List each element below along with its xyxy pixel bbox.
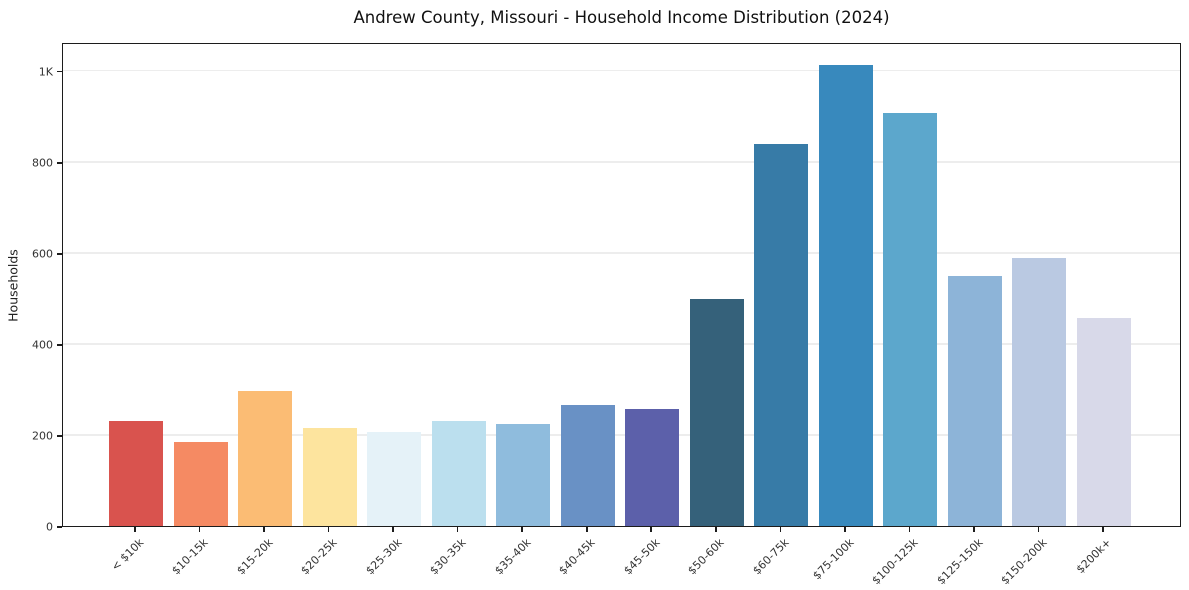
x-tick-label: < $10k	[108, 536, 147, 574]
y-tick-label: 1K	[38, 65, 53, 79]
bar-200k	[1077, 317, 1131, 526]
y-tick-label: 400	[32, 338, 53, 352]
x-tick-label: $100-125k	[869, 536, 921, 588]
y-tick-mark	[57, 526, 62, 528]
x-tick-label: $20-25k	[298, 536, 340, 578]
x-tick-label: $50-60k	[685, 536, 727, 578]
bar-25-30k	[367, 431, 422, 526]
x-tick-mark	[134, 527, 136, 532]
x-tick-mark	[1037, 527, 1040, 532]
gridline-y-200	[63, 434, 1180, 436]
x-tick-mark	[715, 527, 717, 532]
bar-20-25k	[302, 428, 357, 526]
x-tick-mark	[779, 527, 782, 532]
y-tick-label: 600	[32, 247, 53, 261]
x-tick-mark	[392, 527, 394, 532]
bar-125-150k	[947, 276, 1002, 526]
plot-area	[62, 43, 1181, 527]
x-tick-mark	[908, 527, 911, 532]
bar-50-60k	[689, 298, 744, 526]
bar-30-35k	[431, 420, 486, 526]
x-tick-label: $150-200k	[998, 536, 1050, 588]
x-tick-label: $45-50k	[621, 536, 663, 578]
x-tick-label: $10-15k	[169, 536, 211, 578]
x-tick-label: $60-75k	[750, 536, 792, 578]
gridline-y-800	[63, 161, 1180, 163]
x-tick-mark	[198, 527, 201, 532]
gridline-y-400	[63, 343, 1180, 345]
x-tick-label: $30-35k	[427, 536, 469, 578]
bar-60-75k	[754, 143, 809, 526]
y-tick-mark	[57, 161, 62, 164]
bar-45-50k	[625, 409, 680, 526]
x-tick-label: $25-30k	[363, 536, 405, 578]
bar-40-45k	[560, 405, 615, 526]
bar-100-125k	[883, 113, 938, 526]
x-tick-mark	[585, 527, 588, 532]
x-tick-mark	[973, 527, 975, 532]
y-tick-mark	[57, 435, 62, 437]
x-tick-label: $15-20k	[233, 536, 276, 578]
x-tick-label: $125-150k	[933, 536, 986, 588]
x-tick-label: $35-40k	[492, 536, 534, 578]
bar-150-200k	[1012, 258, 1067, 526]
chart-title: Andrew County, Missouri - Household Inco…	[353, 8, 890, 27]
x-tick-mark	[1102, 527, 1104, 532]
gridline-y-600	[63, 252, 1180, 254]
bar-15-20k	[238, 391, 293, 526]
bar-35-40k	[496, 424, 551, 526]
bar-10k	[109, 421, 163, 526]
y-tick-mark	[57, 253, 62, 255]
y-tick-mark	[57, 70, 62, 73]
x-tick-label: $75-100k	[809, 536, 857, 583]
y-tick-mark	[57, 344, 62, 346]
y-tick-label: 0	[46, 520, 53, 534]
bar-10-15k	[173, 442, 228, 526]
x-tick-mark	[456, 527, 459, 532]
y-tick-label: 800	[32, 156, 53, 170]
x-tick-label: $40-45k	[556, 536, 598, 578]
x-tick-mark	[650, 527, 653, 532]
bar-75-100k	[818, 65, 873, 526]
x-tick-label: $200k+	[1074, 536, 1115, 577]
x-tick-mark	[521, 527, 523, 532]
gridline-y-1000	[63, 69, 1180, 72]
x-tick-mark	[263, 527, 265, 532]
y-tick-label: 200	[32, 429, 53, 443]
x-tick-mark	[844, 527, 846, 532]
x-tick-mark	[327, 527, 330, 532]
